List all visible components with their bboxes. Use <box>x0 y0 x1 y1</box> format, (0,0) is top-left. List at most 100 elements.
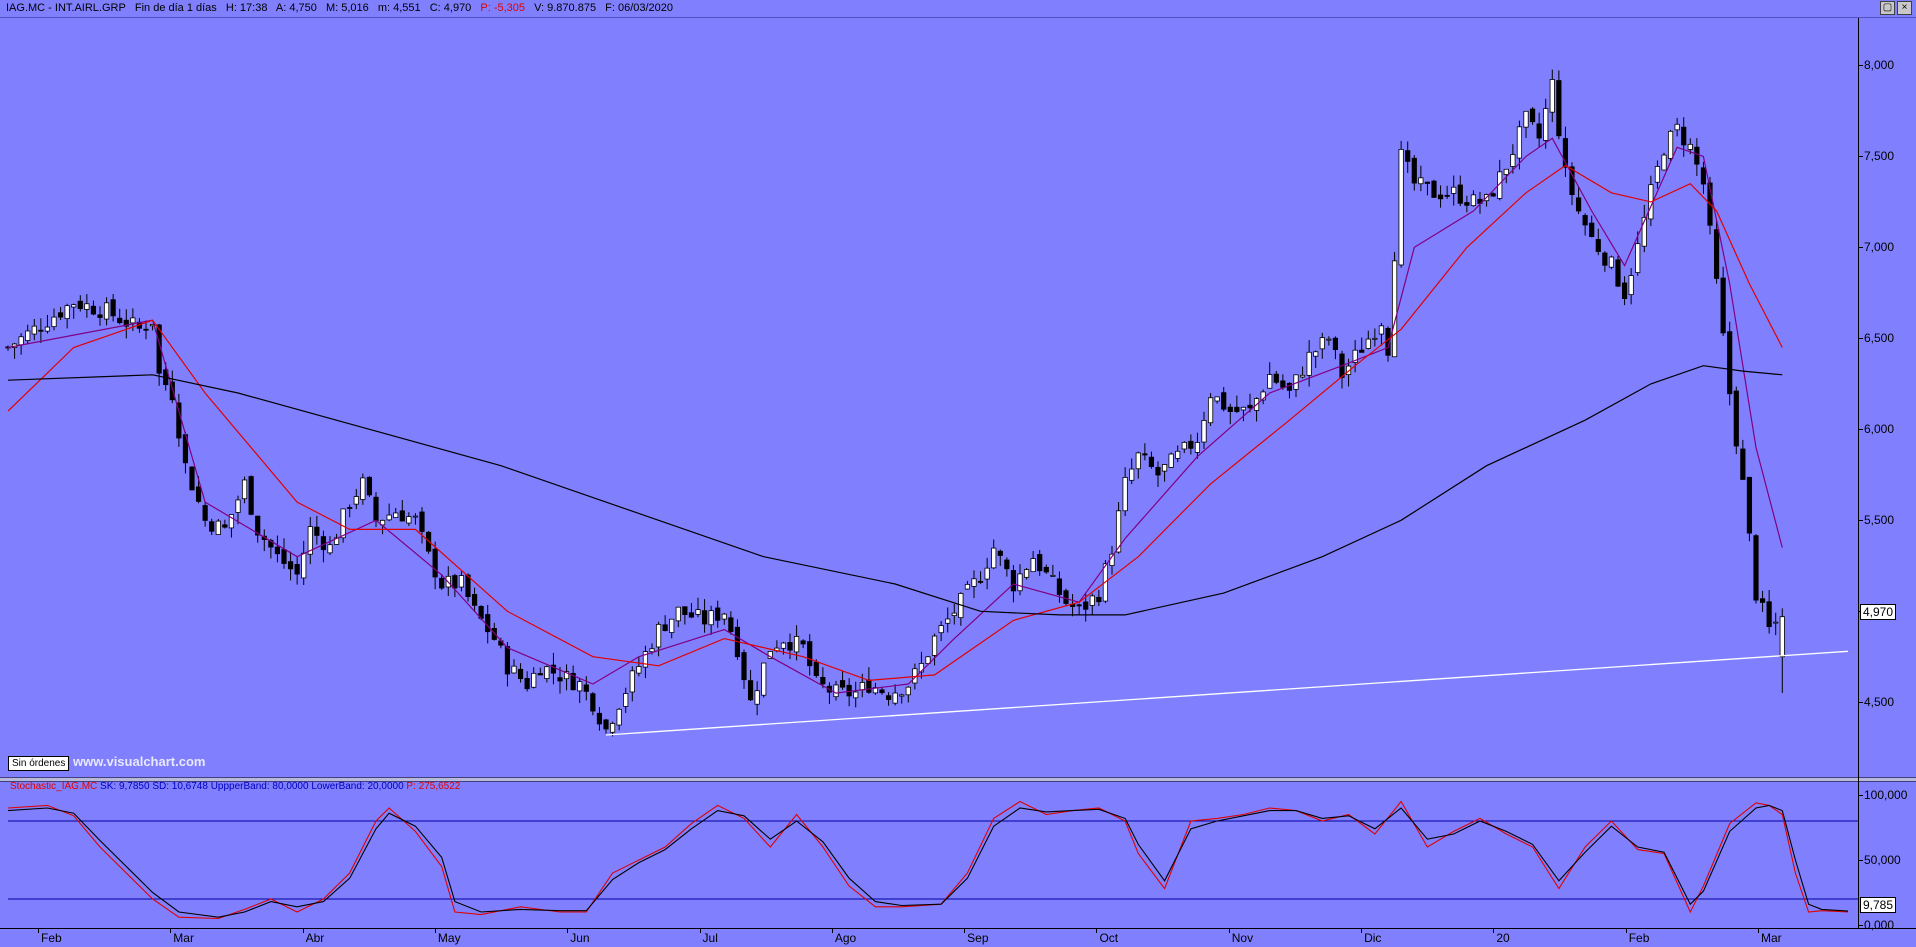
candle-body <box>1582 215 1588 226</box>
candle-body <box>977 580 984 583</box>
candle-body <box>51 316 57 328</box>
candle-body <box>807 641 813 667</box>
candle-body <box>1615 259 1621 287</box>
candle-body <box>1207 397 1214 424</box>
candle-body <box>1503 168 1509 175</box>
candle-body <box>820 676 826 685</box>
pct-change-label: P: -5,305 <box>480 2 526 14</box>
x-tick-mark <box>699 928 701 933</box>
candle-body <box>1628 275 1634 296</box>
x-tick-mark <box>1361 928 1363 933</box>
candle-body <box>103 302 110 320</box>
candle-body <box>1181 441 1187 450</box>
candle-body <box>64 305 70 320</box>
stoch-tick-label-tick <box>1858 925 1863 926</box>
candle-body <box>1746 476 1753 534</box>
candle-body <box>1004 559 1010 570</box>
ma-mid-line <box>7 164 1783 682</box>
candle-body <box>1654 166 1661 183</box>
candle-body <box>294 564 300 575</box>
candle-body <box>471 593 478 606</box>
candle-body <box>1280 380 1286 388</box>
candle-body <box>314 526 320 536</box>
candle-body <box>18 336 24 346</box>
candle-body <box>320 536 327 551</box>
candle-body <box>1023 569 1030 578</box>
candle-body <box>281 549 287 564</box>
candle-body <box>353 496 359 505</box>
hour-label: H: 17:38 <box>225 2 268 14</box>
candle-body <box>984 567 990 580</box>
x-tick-mark <box>964 928 966 933</box>
x-tick-mark <box>434 928 436 933</box>
candle-body <box>590 693 596 712</box>
candle-body <box>951 612 957 616</box>
open-label: A: 4,750 <box>275 2 317 14</box>
candle-body <box>761 662 767 696</box>
stoch-sd-line <box>7 804 1849 918</box>
candle-body <box>603 719 609 730</box>
candle-body <box>997 550 1003 556</box>
x-axis <box>0 928 1916 947</box>
candle-body <box>399 510 405 522</box>
candle-body <box>1135 452 1141 470</box>
candle-body <box>1713 229 1720 279</box>
candle-body <box>1437 194 1444 200</box>
candle-body <box>741 652 747 681</box>
candle-body <box>1247 404 1253 409</box>
candle-body <box>1753 535 1759 601</box>
panel-separator[interactable] <box>0 777 1916 782</box>
candle-body <box>754 690 760 705</box>
candle-body <box>1273 373 1279 383</box>
candle-body <box>925 656 931 664</box>
candle-body <box>1681 126 1687 146</box>
maximize-button[interactable]: ▢ <box>1880 1 1895 15</box>
candle-body <box>938 625 944 634</box>
candle-body <box>583 684 589 692</box>
candle-body <box>1569 166 1575 195</box>
price-tick-label-tick <box>1858 429 1863 431</box>
candle-body <box>1602 252 1608 266</box>
orders-button[interactable]: Sin órdenes <box>8 756 70 771</box>
candle-body <box>458 575 465 588</box>
candle-body <box>1168 453 1174 468</box>
candle-body <box>629 670 635 693</box>
candle-body <box>117 317 123 324</box>
candle-body <box>1017 573 1023 592</box>
candle-body <box>669 618 675 633</box>
candle-body <box>1523 110 1529 128</box>
x-tick-mark <box>831 928 833 933</box>
candle-body <box>524 678 530 690</box>
price-tick-label-tick <box>1858 65 1863 67</box>
candle-body <box>511 665 517 674</box>
candle-body <box>793 636 800 653</box>
candle-body <box>879 689 885 694</box>
candle-body <box>859 682 865 691</box>
candle-body <box>1621 282 1628 299</box>
candle-body <box>971 578 977 587</box>
candle-body <box>1516 126 1523 159</box>
candle-body <box>301 552 307 579</box>
candle-body <box>235 499 241 513</box>
last-price-box: 4,970 <box>1860 604 1897 620</box>
close-button[interactable]: × <box>1897 1 1912 15</box>
price-tick-label: 8,000 <box>1864 58 1895 73</box>
candle-body <box>1562 138 1569 168</box>
x-tick-mark <box>1493 928 1495 933</box>
stoch-upper: UppperBand: 80,0000 <box>210 781 309 792</box>
candle-body <box>701 610 708 625</box>
stoch-last-box: 9,785 <box>1860 897 1897 913</box>
candle-body <box>1299 374 1306 378</box>
candle-body <box>1589 222 1595 237</box>
candle-body <box>340 508 346 539</box>
candle-body <box>386 514 392 521</box>
candle-body <box>787 642 793 651</box>
stoch-lower: LowerBand: 20,0000 <box>311 781 404 792</box>
candle-body <box>1214 396 1220 402</box>
stoch-tick-label-tick <box>1858 795 1863 796</box>
candle-body <box>1148 456 1155 467</box>
candle-body <box>1188 440 1194 449</box>
stoch-sk-line <box>7 800 1849 920</box>
candle-body <box>747 680 754 701</box>
